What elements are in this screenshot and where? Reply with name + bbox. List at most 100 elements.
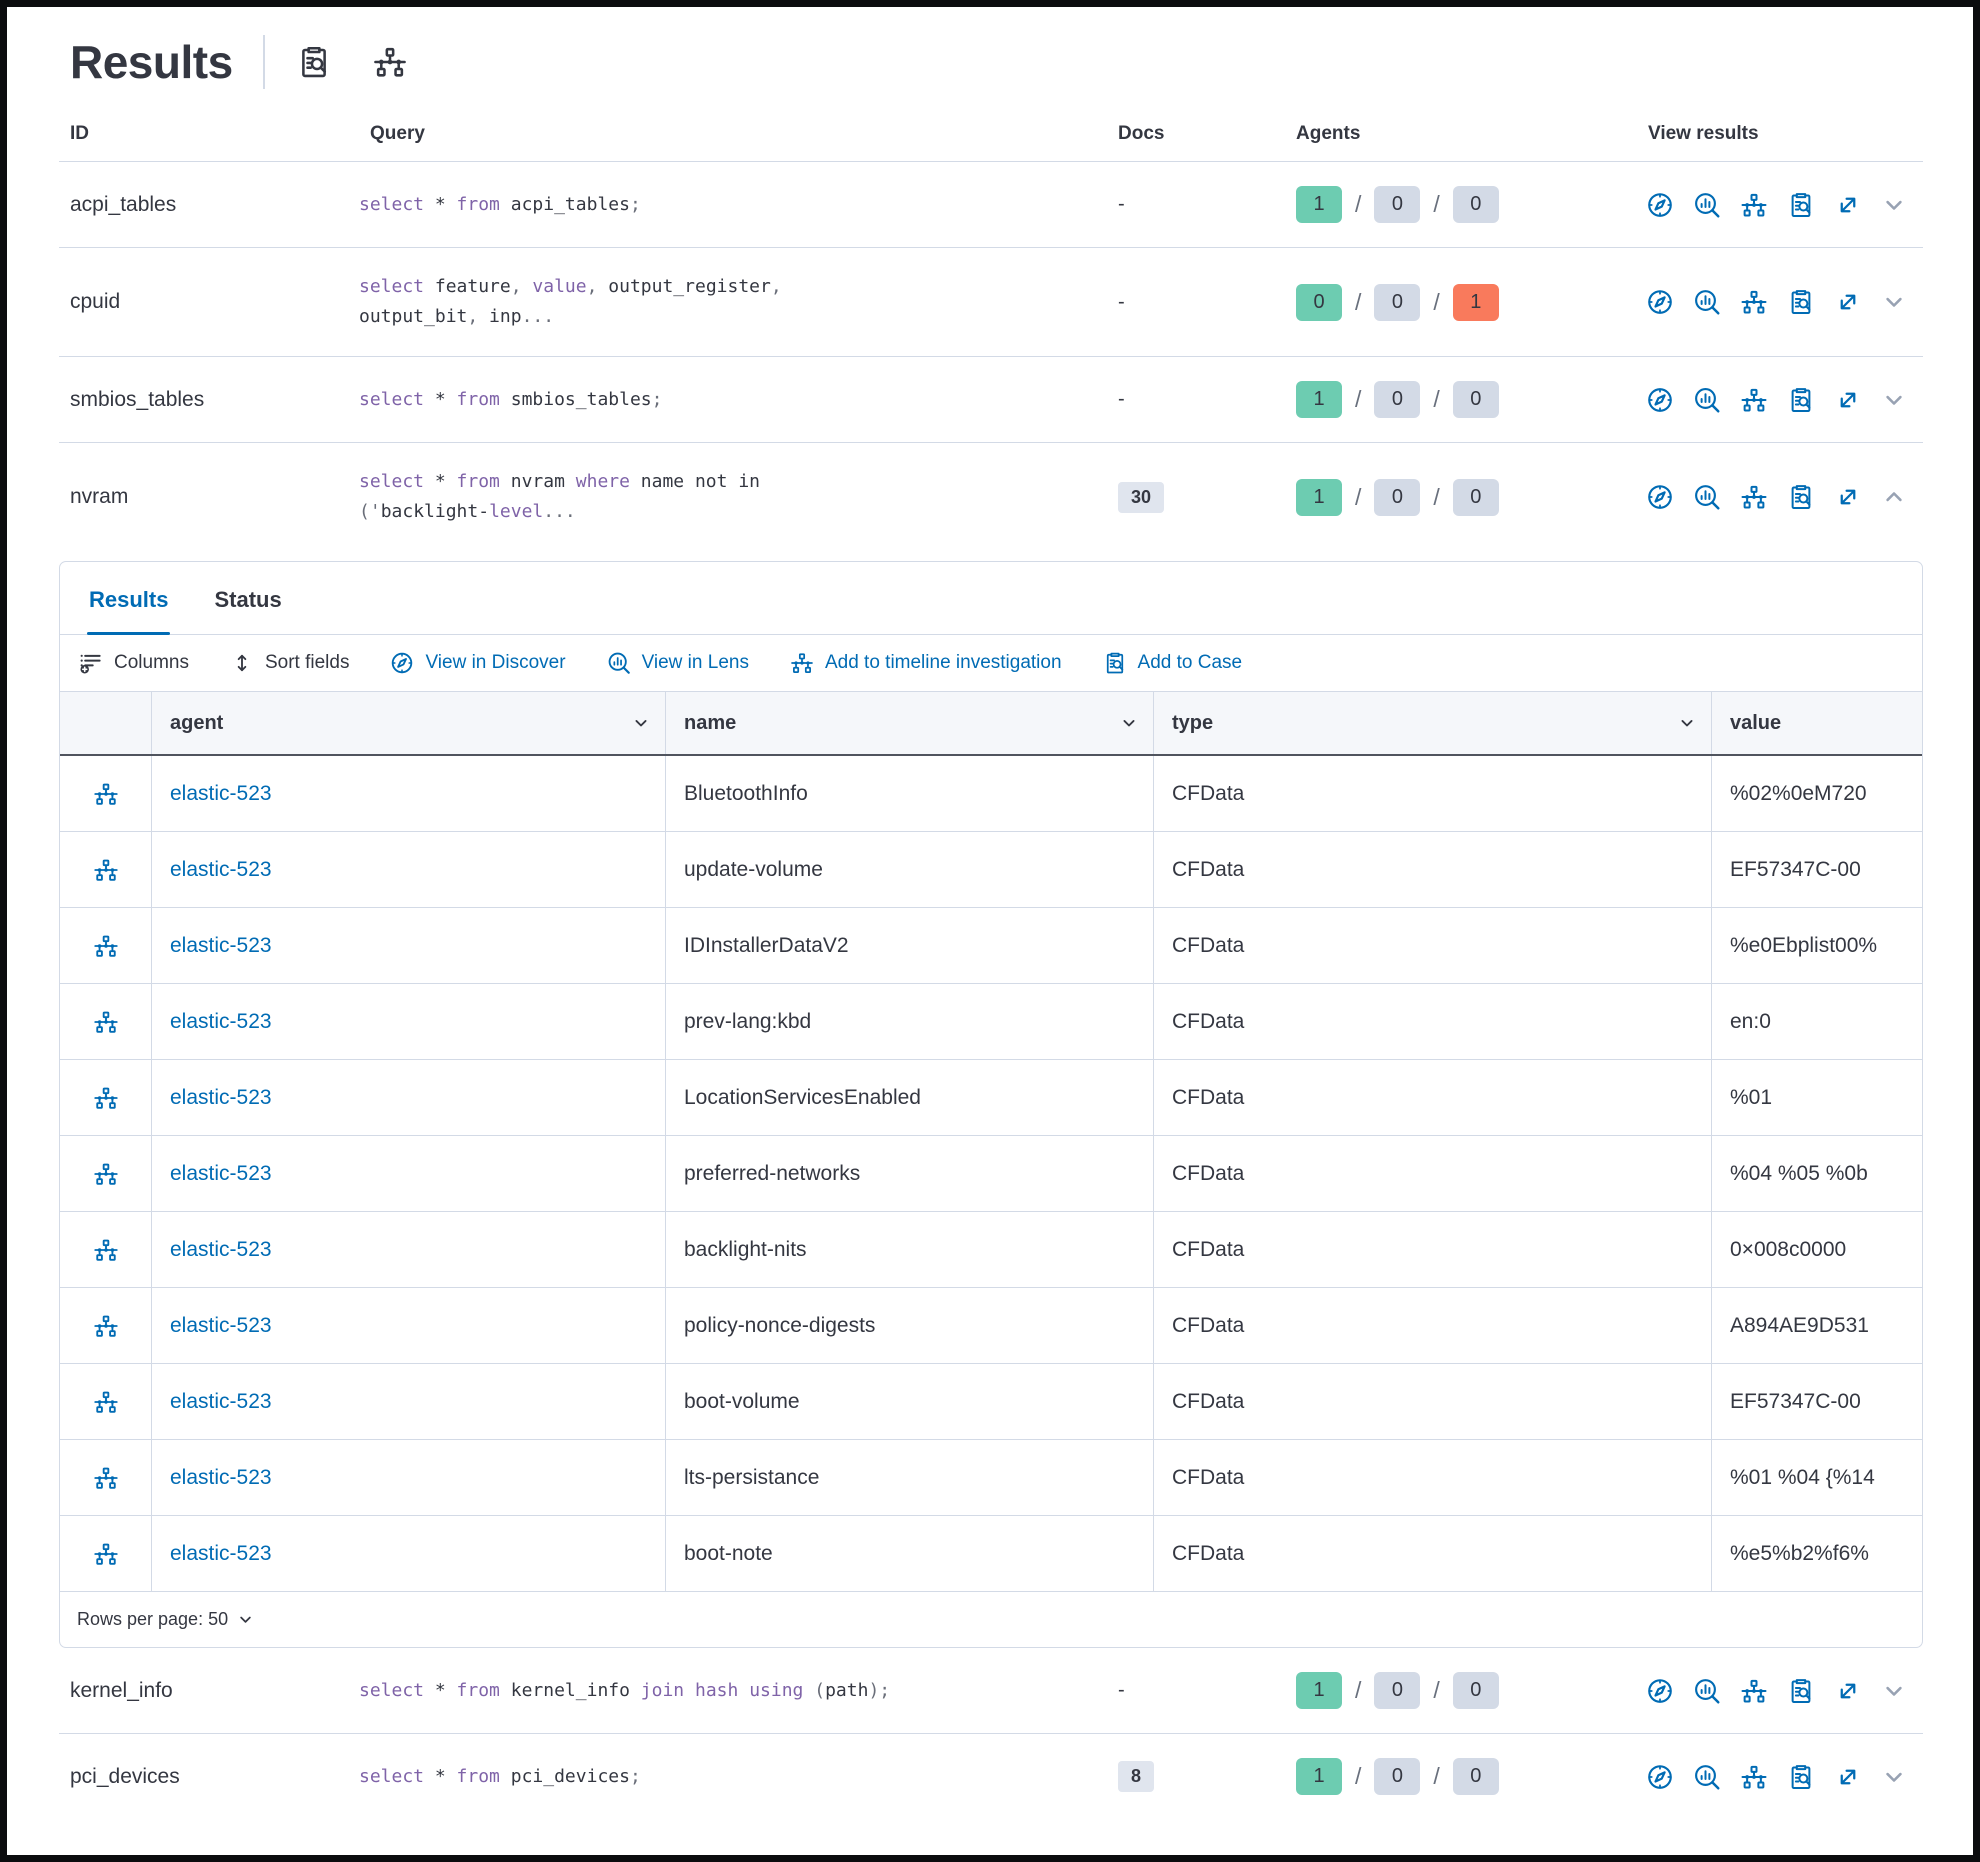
view-in-lens-icon[interactable] bbox=[1692, 385, 1722, 415]
toggle-row-chevron-icon[interactable] bbox=[1880, 386, 1908, 414]
column-sort-chevron-icon[interactable] bbox=[1677, 713, 1697, 733]
column-sort-chevron-icon[interactable] bbox=[631, 713, 651, 733]
agent-link[interactable]: elastic-523 bbox=[170, 781, 272, 805]
expand-icon[interactable] bbox=[1833, 190, 1863, 220]
row-timeline-icon[interactable] bbox=[92, 1084, 120, 1112]
row-timeline-icon[interactable] bbox=[92, 932, 120, 960]
agent-link[interactable]: elastic-523 bbox=[170, 1161, 272, 1185]
add-to-timeline-icon[interactable] bbox=[1739, 287, 1769, 317]
row-timeline-icon[interactable] bbox=[92, 1160, 120, 1188]
grid-header: agent name type bbox=[60, 692, 1922, 756]
agents-failed-badge: 0 bbox=[1452, 1758, 1499, 1795]
add-to-case-icon[interactable] bbox=[1786, 1762, 1816, 1792]
view-in-lens-icon[interactable] bbox=[1692, 482, 1722, 512]
tab-status[interactable]: Status bbox=[214, 587, 282, 612]
view-in-lens-icon[interactable] bbox=[1692, 1762, 1722, 1792]
col-header-query: Query bbox=[370, 123, 425, 144]
add-to-timeline-icon[interactable] bbox=[1739, 482, 1769, 512]
grid-cell-value: EF57347C-00 bbox=[1730, 857, 1861, 881]
row-timeline-icon[interactable] bbox=[92, 1236, 120, 1264]
agents-pending-badge: 0 bbox=[1374, 478, 1421, 516]
query-sql: select * from pci_devices; bbox=[359, 1765, 641, 1787]
expand-icon[interactable] bbox=[1833, 385, 1863, 415]
view-in-lens-button[interactable]: View in Lens bbox=[606, 650, 749, 676]
view-in-discover-icon[interactable] bbox=[1645, 190, 1675, 220]
agent-link[interactable]: elastic-523 bbox=[170, 1541, 272, 1565]
view-in-discover-icon[interactable] bbox=[1645, 287, 1675, 317]
add-to-case-icon[interactable] bbox=[1786, 385, 1816, 415]
row-timeline-icon[interactable] bbox=[92, 780, 120, 808]
queries-table: ID Query Docs Agents View results acpi_t… bbox=[59, 109, 1923, 1819]
agents-success-badge: 1 bbox=[1296, 381, 1342, 418]
agents-failed-badge: 0 bbox=[1452, 478, 1499, 516]
expand-icon[interactable] bbox=[1833, 1676, 1863, 1706]
row-timeline-icon[interactable] bbox=[92, 1540, 120, 1568]
row-timeline-icon[interactable] bbox=[92, 1388, 120, 1416]
add-to-case-icon[interactable] bbox=[1786, 482, 1816, 512]
expand-icon[interactable] bbox=[1833, 1762, 1863, 1792]
grid-header-agent[interactable]: agent bbox=[152, 692, 666, 754]
add-to-case-button[interactable]: Add to Case bbox=[1102, 650, 1242, 676]
rows-per-page-control[interactable]: Rows per page: 50 bbox=[60, 1592, 1922, 1647]
row-timeline-icon[interactable] bbox=[92, 1312, 120, 1340]
grid-cell-type: CFData bbox=[1154, 1364, 1712, 1439]
add-to-case-icon[interactable] bbox=[1786, 287, 1816, 317]
query-sql: select * from smbios_tables; bbox=[359, 388, 663, 410]
sort-fields-button[interactable]: Sort fields bbox=[229, 650, 349, 676]
view-in-discover-icon[interactable] bbox=[1645, 385, 1675, 415]
agent-link[interactable]: elastic-523 bbox=[170, 1465, 272, 1489]
toggle-row-chevron-icon[interactable] bbox=[1880, 191, 1908, 219]
toggle-row-chevron-icon[interactable] bbox=[1880, 483, 1908, 511]
row-timeline-icon[interactable] bbox=[92, 1008, 120, 1036]
column-sort-chevron-icon[interactable] bbox=[1119, 713, 1139, 733]
toggle-row-chevron-icon[interactable] bbox=[1880, 288, 1908, 316]
expand-icon[interactable] bbox=[1833, 287, 1863, 317]
agent-link[interactable]: elastic-523 bbox=[170, 1237, 272, 1261]
agent-link[interactable]: elastic-523 bbox=[170, 1389, 272, 1413]
docs-value: - bbox=[1118, 1679, 1125, 1701]
grid-cell-name: backlight-nits bbox=[666, 1212, 1154, 1287]
add-to-timeline-button[interactable]: Add to timeline investigation bbox=[789, 650, 1062, 676]
grid-cell-value: %04 %05 %0b bbox=[1730, 1161, 1868, 1185]
add-to-timeline-icon[interactable] bbox=[1739, 1762, 1769, 1792]
view-in-discover-icon[interactable] bbox=[1645, 1676, 1675, 1706]
tab-results[interactable]: Results bbox=[87, 562, 171, 635]
grid-cell-name: policy-nonce-digests bbox=[666, 1288, 1154, 1363]
grid-header-value[interactable]: value bbox=[1730, 711, 1782, 734]
query-sql: select * from nvram where name not in ('b… bbox=[359, 471, 760, 522]
toggle-row-chevron-icon[interactable] bbox=[1880, 1763, 1908, 1791]
expand-icon[interactable] bbox=[1833, 482, 1863, 512]
view-in-discover-button[interactable]: View in Discover bbox=[389, 650, 566, 676]
add-to-case-icon[interactable] bbox=[1786, 1676, 1816, 1706]
query-row-nvram: nvram select * from nvram where name not… bbox=[59, 442, 1923, 551]
results-panel: Results Status Columns bbox=[59, 561, 1923, 1648]
docs-value: - bbox=[1118, 388, 1125, 410]
timeline-icon[interactable] bbox=[371, 43, 409, 81]
view-in-lens-icon[interactable] bbox=[1692, 1676, 1722, 1706]
agent-link[interactable]: elastic-523 bbox=[170, 1085, 272, 1109]
view-in-discover-icon[interactable] bbox=[1645, 1762, 1675, 1792]
view-in-discover-icon[interactable] bbox=[1645, 482, 1675, 512]
grid-header-type[interactable]: type bbox=[1154, 692, 1712, 754]
grid-cell-value: EF57347C-00 bbox=[1730, 1389, 1861, 1413]
view-in-lens-icon[interactable] bbox=[1692, 287, 1722, 317]
case-search-icon[interactable] bbox=[295, 43, 333, 81]
agents-pending-badge: 0 bbox=[1374, 186, 1421, 223]
agent-link[interactable]: elastic-523 bbox=[170, 857, 272, 881]
agent-link[interactable]: elastic-523 bbox=[170, 1313, 272, 1337]
discover-icon bbox=[389, 650, 415, 676]
add-to-timeline-icon[interactable] bbox=[1739, 190, 1769, 220]
add-to-case-icon[interactable] bbox=[1786, 190, 1816, 220]
grid-header-name[interactable]: name bbox=[666, 692, 1154, 754]
agent-link[interactable]: elastic-523 bbox=[170, 1009, 272, 1033]
row-timeline-icon[interactable] bbox=[92, 1464, 120, 1492]
toggle-row-chevron-icon[interactable] bbox=[1880, 1677, 1908, 1705]
add-to-timeline-icon[interactable] bbox=[1739, 1676, 1769, 1706]
row-timeline-icon[interactable] bbox=[92, 856, 120, 884]
agent-link[interactable]: elastic-523 bbox=[170, 933, 272, 957]
columns-button[interactable]: Columns bbox=[78, 650, 189, 676]
add-to-timeline-icon[interactable] bbox=[1739, 385, 1769, 415]
view-in-lens-icon[interactable] bbox=[1692, 190, 1722, 220]
agents-success-badge: 1 bbox=[1296, 478, 1342, 516]
grid-row: elastic-523 BluetoothInfo CFData %02%0eM… bbox=[60, 756, 1922, 832]
